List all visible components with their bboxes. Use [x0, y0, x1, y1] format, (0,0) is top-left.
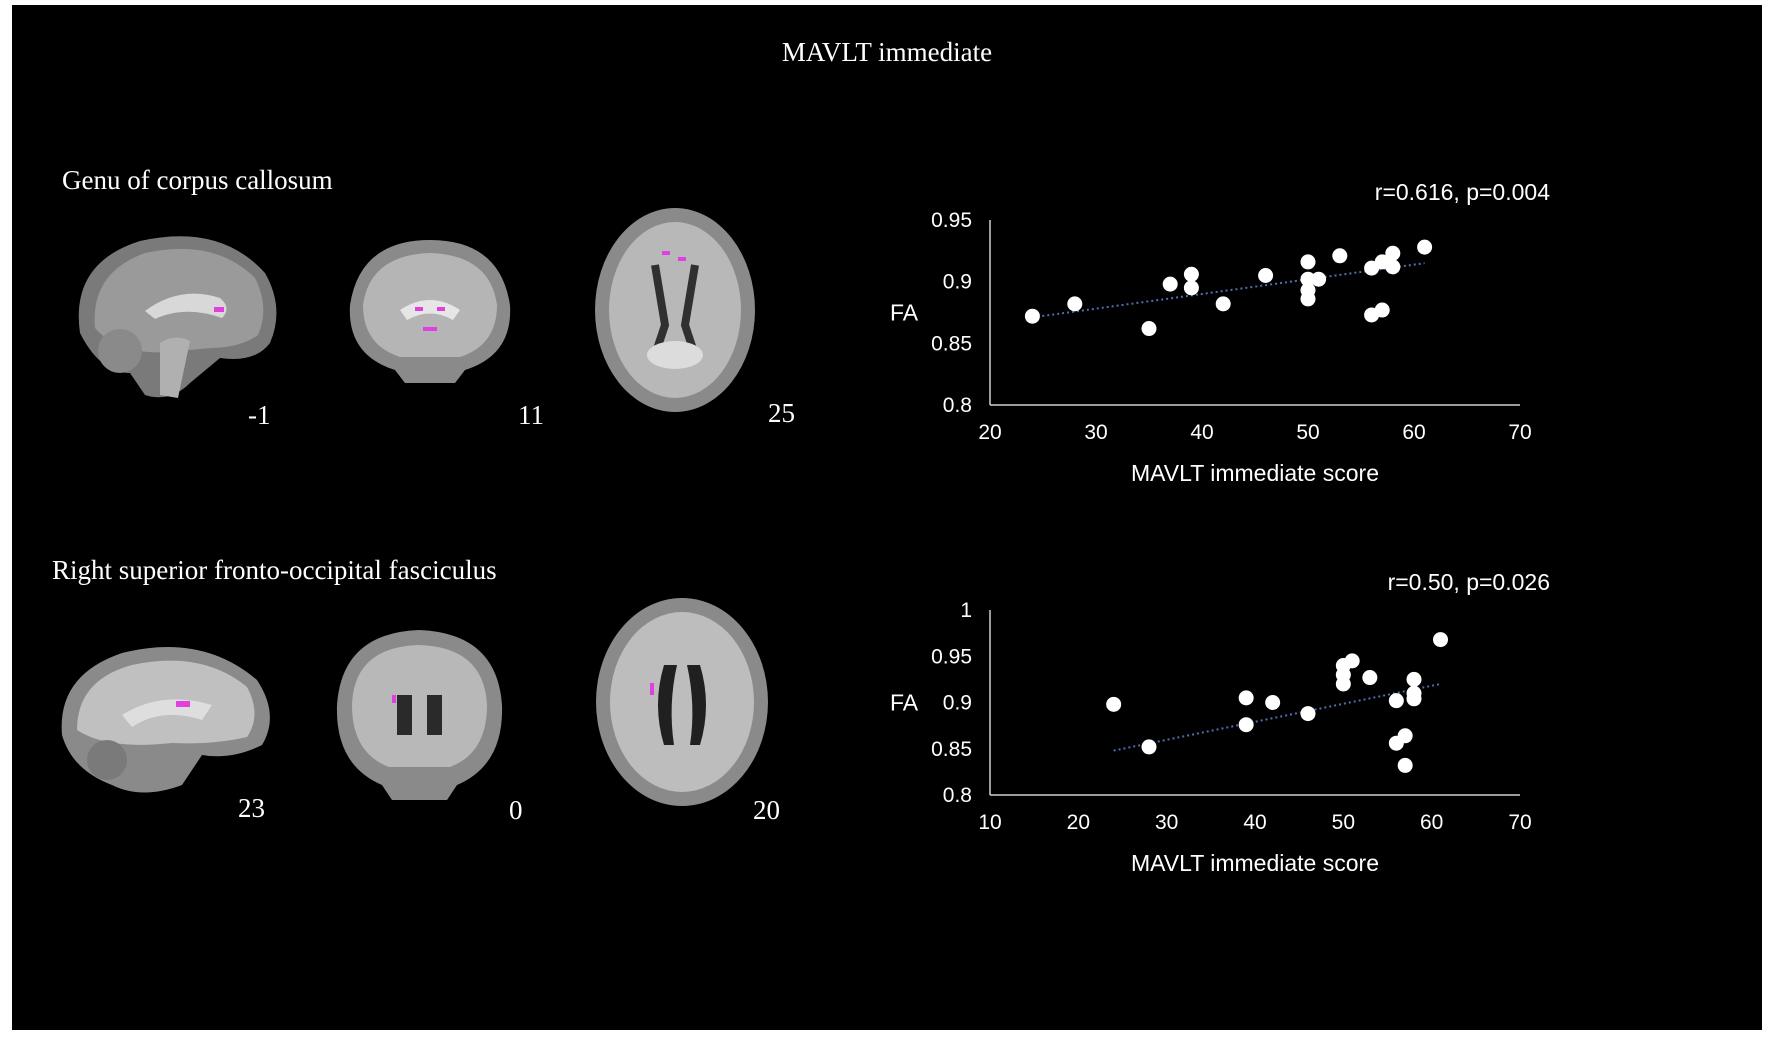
brain-axial-slice	[596, 598, 768, 806]
data-point	[1215, 296, 1231, 312]
y-tick-label: 1	[960, 599, 972, 622]
data-point	[1433, 632, 1448, 648]
data-point	[1141, 739, 1157, 755]
data-point	[1406, 691, 1422, 707]
x-tick-label: 20	[978, 421, 1001, 444]
data-point	[1238, 690, 1254, 706]
y-tick-label: 0.9	[943, 271, 972, 294]
trend-line	[1113, 683, 1441, 752]
data-point	[1162, 276, 1178, 292]
y-tick-label: 0.8	[943, 784, 972, 807]
data-point	[1374, 302, 1390, 318]
data-point	[1417, 239, 1433, 255]
data-point	[1362, 670, 1378, 686]
data-point	[1332, 248, 1348, 264]
y-tick-label: 0.85	[931, 738, 972, 761]
brain-coronal-slice	[336, 630, 503, 800]
scatter-chart-sfof: 10 20 30 40 50 60 70 0.8 0.85 0.9 0.95 1 MAVLT immed…	[890, 569, 1550, 876]
region-label-genu: Genu of corpus callosum	[62, 165, 333, 195]
brain-sagittal-slice	[78, 236, 277, 398]
x-tick-label: 10	[978, 811, 1001, 834]
slice-number: -1	[248, 400, 271, 430]
data-point	[1067, 296, 1083, 312]
x-tick-label: 60	[1402, 421, 1425, 444]
x-tick-label: 30	[1155, 811, 1178, 834]
data-point	[1335, 676, 1351, 692]
x-tick-label: 60	[1420, 811, 1443, 834]
figure-panel: MAVLT immediate Genu of corpus callosum …	[12, 5, 1762, 1030]
data-point	[1397, 757, 1413, 773]
y-tick-label: 0.85	[931, 332, 972, 355]
y-tick-label: 0.9	[943, 692, 972, 715]
data-point	[1311, 271, 1327, 287]
data-point	[1183, 266, 1199, 282]
y-tick-label: 0.8	[943, 394, 972, 417]
data-point	[1238, 717, 1254, 733]
x-tick-label: 20	[1067, 811, 1090, 834]
slice-number: 0	[509, 795, 523, 825]
data-point	[1300, 271, 1316, 287]
slice-number: 20	[753, 795, 780, 825]
data-point	[1265, 695, 1281, 710]
stats-annotation: r=0.50, p=0.026	[1388, 569, 1550, 595]
data-point	[1344, 653, 1360, 669]
data-point	[1406, 671, 1422, 687]
x-tick-label: 40	[1243, 811, 1266, 834]
brain-coronal-slice	[349, 240, 511, 383]
data-point	[1183, 280, 1199, 296]
x-axis-label: MAVLT immediate score	[1131, 460, 1379, 486]
x-tick-label: 70	[1508, 811, 1531, 834]
slice-number: 23	[238, 793, 265, 823]
data-point	[1300, 291, 1316, 307]
data-point	[1024, 308, 1040, 324]
scatter-chart-genu: 20 30 40 50 60 70 0.8 0.85 0.9 0.95 MAVLT immediat…	[890, 179, 1550, 486]
y-tick-label: 0.95	[931, 645, 972, 668]
data-point	[1300, 706, 1316, 722]
brain-axial-slice	[595, 208, 755, 412]
slice-number: 11	[518, 400, 544, 430]
data-point	[1388, 693, 1404, 709]
data-point	[1258, 268, 1274, 283]
stats-annotation: r=0.616, p=0.004	[1375, 179, 1550, 205]
x-axis-label: MAVLT immediate score	[1131, 850, 1379, 876]
data-point	[1300, 254, 1316, 270]
y-tick-label: 0.95	[931, 209, 972, 232]
data-point	[1385, 259, 1401, 275]
region-label-sfof: Right superior fronto-occipital fascicul…	[52, 555, 497, 585]
data-point	[1106, 696, 1122, 712]
x-tick-label: 30	[1084, 421, 1107, 444]
x-tick-label: 70	[1508, 421, 1531, 444]
trend-line	[1032, 262, 1425, 319]
slice-number: 25	[768, 398, 795, 428]
data-point	[1141, 321, 1157, 337]
brain-sagittal-slice	[61, 647, 270, 793]
data-point	[1385, 245, 1401, 261]
x-tick-label: 40	[1190, 421, 1213, 444]
y-axis-label: FA	[890, 690, 919, 716]
data-point	[1397, 728, 1413, 744]
x-tick-label: 50	[1332, 811, 1355, 834]
figure-title: MAVLT immediate	[781, 37, 993, 67]
x-tick-label: 50	[1296, 421, 1319, 444]
y-axis-label: FA	[890, 300, 919, 326]
